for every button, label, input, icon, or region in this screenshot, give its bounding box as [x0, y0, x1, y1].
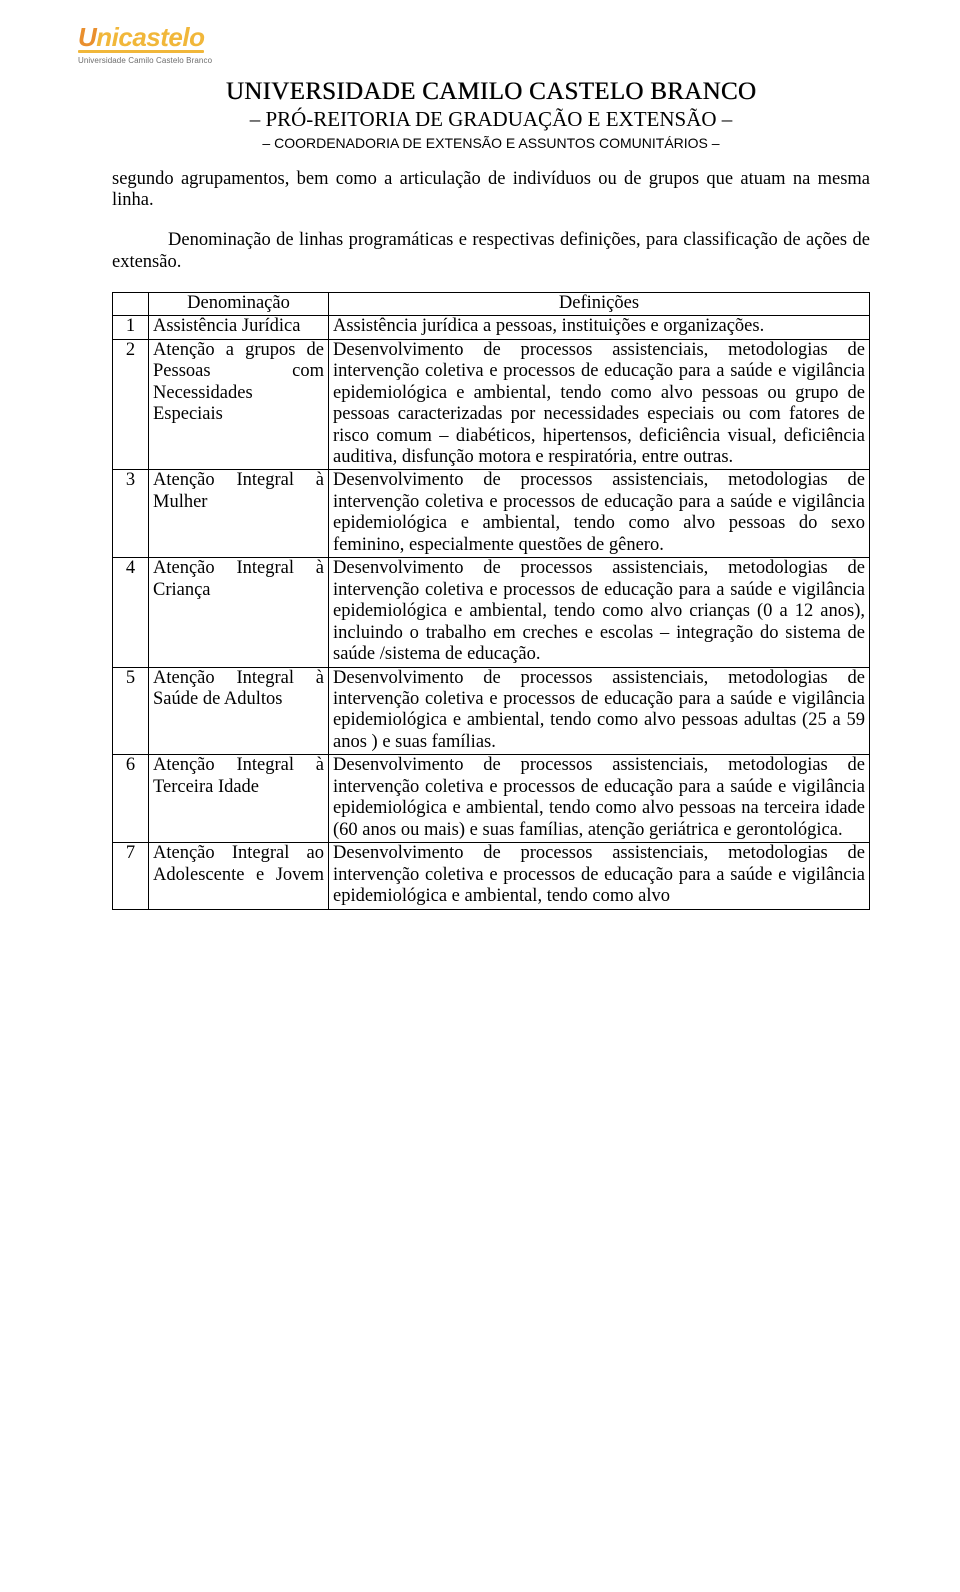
row-number: 4: [113, 558, 149, 667]
row-denomination: Atenção Integral ao Adolescente e Jovem: [149, 843, 329, 909]
row-denomination: Atenção Integral à Mulher: [149, 470, 329, 558]
row-denomination: Atenção Integral à Terceira Idade: [149, 755, 329, 843]
col-header-number: [113, 292, 149, 315]
row-definition: Assistência jurídica a pessoas, institui…: [329, 316, 870, 339]
row-definition: Desenvolvimento de processos assistencia…: [329, 558, 870, 667]
table-header-row: Denominação Definições: [113, 292, 870, 315]
table-row: 2 Atenção a grupos de Pessoas com Necess…: [113, 339, 870, 470]
row-number: 3: [113, 470, 149, 558]
table-row: 7 Atenção Integral ao Adolescente e Jove…: [113, 843, 870, 909]
table-row: 4 Atenção Integral à Criança Desenvolvim…: [113, 558, 870, 667]
definitions-table: Denominação Definições 1 Assistência Jur…: [112, 292, 870, 910]
table-row: 1 Assistência Jurídica Assistência juríd…: [113, 316, 870, 339]
col-header-definitions: Definições: [329, 292, 870, 315]
row-number: 5: [113, 667, 149, 755]
university-logo: Unicastelo Universidade Camilo Castelo B…: [78, 26, 212, 65]
intro-paragraph-1: segundo agrupamentos, bem como a articul…: [112, 169, 870, 212]
row-denomination: Atenção a grupos de Pessoas com Necessid…: [149, 339, 329, 470]
intro-paragraph-2: Denominação de linhas programáticas e re…: [112, 230, 870, 273]
table-row: 3 Atenção Integral à Mulher Desenvolvime…: [113, 470, 870, 558]
row-definition: Desenvolvimento de processos assistencia…: [329, 339, 870, 470]
row-definition: Desenvolvimento de processos assistencia…: [329, 843, 870, 909]
row-denomination: Assistência Jurídica: [149, 316, 329, 339]
document-header: UNIVERSIDADE CAMILO CASTELO BRANCO – PRÓ…: [112, 78, 870, 151]
row-number: 2: [113, 339, 149, 470]
row-definition: Desenvolvimento de processos assistencia…: [329, 470, 870, 558]
document-page: UNIVERSIDADE CAMILO CASTELO BRANCO – PRÓ…: [0, 0, 960, 950]
table-row: 6 Atenção Integral à Terceira Idade Dese…: [113, 755, 870, 843]
header-line-1: UNIVERSIDADE CAMILO CASTELO BRANCO: [112, 78, 870, 106]
logo-wordmark: Unicastelo: [78, 26, 212, 49]
col-header-denomination: Denominação: [149, 292, 329, 315]
row-denomination: Atenção Integral à Saúde de Adultos: [149, 667, 329, 755]
logo-subtitle: Universidade Camilo Castelo Branco: [78, 56, 212, 65]
header-line-3: – COORDENADORIA DE EXTENSÃO E ASSUNTOS C…: [112, 135, 870, 151]
row-number: 1: [113, 316, 149, 339]
row-denomination: Atenção Integral à Criança: [149, 558, 329, 667]
table-row: 5 Atenção Integral à Saúde de Adultos De…: [113, 667, 870, 755]
header-line-2: – PRÓ-REITORIA DE GRADUAÇÃO E EXTENSÃO –: [112, 107, 870, 132]
row-number: 6: [113, 755, 149, 843]
row-definition: Desenvolvimento de processos assistencia…: [329, 667, 870, 755]
row-number: 7: [113, 843, 149, 909]
row-definition: Desenvolvimento de processos assistencia…: [329, 755, 870, 843]
